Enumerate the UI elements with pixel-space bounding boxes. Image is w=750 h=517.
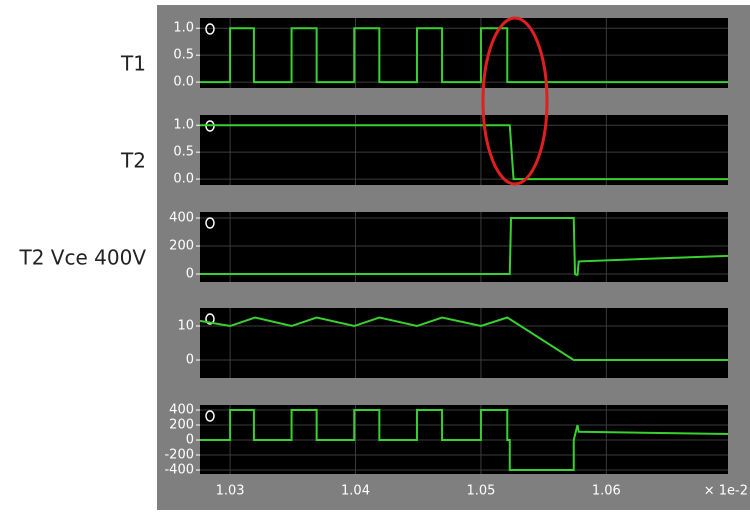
y-tick-label: 0.0 [173, 75, 194, 90]
x-axis-multiplier: × 1e-2 [704, 484, 748, 499]
highlight-ellipse [481, 16, 549, 186]
signal-line [200, 217, 729, 276]
signal-line [200, 27, 728, 84]
x-tick-label: 1.03 [216, 484, 245, 499]
signal-line [199, 316, 728, 361]
y-tick-label: 1.0 [173, 118, 194, 133]
y-tick-label: 200 [169, 418, 194, 433]
signal-label: T2 Vce 400V [19, 246, 147, 270]
signal-label: T2 [120, 149, 146, 173]
plot-area [200, 18, 728, 88]
zoom-icon [205, 23, 215, 35]
x-tick-label: 1.05 [466, 484, 495, 499]
y-tick-label: 400 [169, 403, 194, 418]
zoom-icon [205, 313, 215, 325]
x-tick-label: 1.06 [592, 484, 621, 499]
plot-area [200, 212, 728, 282]
y-tick-label: 0.5 [173, 48, 194, 63]
x-tick-label: 1.04 [341, 484, 370, 499]
y-tick-label: 400 [169, 211, 194, 226]
y-tick-label: -400 [164, 463, 194, 478]
plot-area [200, 115, 728, 185]
signal-line [200, 124, 728, 181]
y-tick-label: 0.5 [173, 145, 194, 160]
y-tick-label: 10 [177, 319, 194, 334]
y-tick-label: 1.0 [173, 21, 194, 36]
y-tick-label: 0 [186, 267, 194, 282]
signal-line [200, 409, 729, 472]
signal-label: T1 [120, 52, 146, 76]
y-tick-label: -200 [164, 448, 194, 463]
y-tick-label: 0 [186, 433, 194, 448]
y-tick-label: 0 [186, 352, 194, 367]
y-tick-label: 200 [169, 239, 194, 254]
y-tick-label: 0.0 [173, 172, 194, 187]
zoom-icon [205, 410, 215, 422]
zoom-icon [205, 217, 215, 229]
plot-area [200, 308, 728, 378]
